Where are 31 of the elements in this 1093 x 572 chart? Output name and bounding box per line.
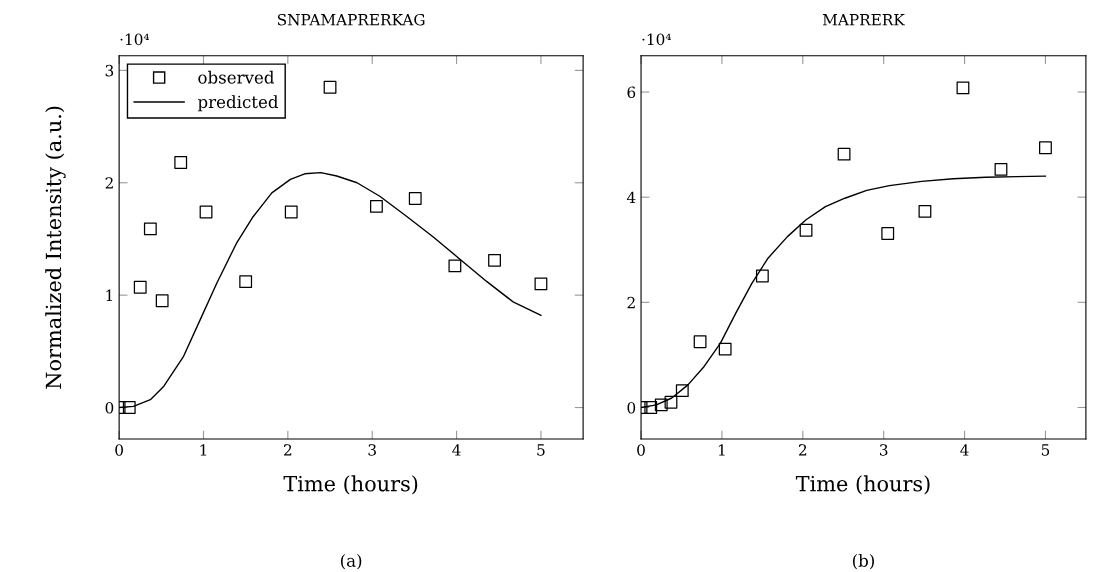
x-tick-label: 2: [284, 444, 292, 456]
chart-title: MAPRERK: [822, 14, 905, 26]
x-tick-label: 0: [115, 444, 123, 456]
x-axis-title: Time (hours): [283, 475, 418, 495]
y-tick-label: 0: [627, 401, 636, 414]
x-axis-title: Time (hours): [795, 475, 930, 495]
text: ·10⁴: [642, 33, 671, 46]
x-tick-label: 2: [798, 444, 807, 456]
x-tick-label: 3: [880, 444, 888, 456]
x-tick-label: 1: [200, 444, 207, 456]
text: (a): [340, 553, 362, 570]
x-tick-label: 0: [637, 444, 645, 456]
x-tick-label: 4: [960, 444, 969, 456]
y-tick-label: 4: [626, 191, 636, 203]
x-tick-label: 4: [452, 444, 461, 456]
x-tick-label: 5: [537, 444, 545, 456]
legend-label: predicted: [197, 95, 279, 112]
x-tick-label: 5: [1041, 444, 1050, 456]
y-tick-label: 3: [105, 64, 114, 77]
y-tick-label: 6: [627, 86, 636, 99]
x-tick-label: 1: [718, 444, 725, 456]
text: ·10⁴: [120, 33, 150, 46]
y-tick-label: 2: [105, 177, 113, 189]
y-tick-label: 1: [106, 289, 113, 301]
y-axis-title: Normalized Intensity (a.u.): [45, 106, 66, 389]
x-tick-label: 3: [368, 444, 376, 456]
chart-title: SNPAMAPRERKAG: [277, 13, 425, 26]
legend-label: observed: [198, 70, 275, 84]
text: (b): [852, 553, 874, 570]
y-tick-label: 2: [627, 296, 635, 309]
y-tick-label: 0: [105, 402, 114, 414]
